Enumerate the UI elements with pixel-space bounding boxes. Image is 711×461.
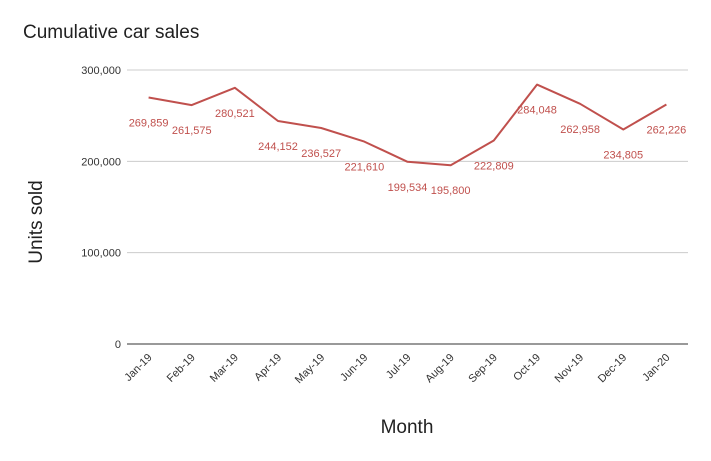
x-tick-label: Aug-19 [423, 352, 457, 386]
series-line [148, 83, 667, 167]
data-label: 262,958 [560, 124, 600, 136]
data-label: 284,048 [517, 105, 557, 117]
x-tick-label: Jul-19 [384, 352, 414, 382]
y-axis-title: Units sold [26, 180, 47, 263]
gridlines [127, 69, 688, 345]
x-tick-label: Mar-19 [208, 352, 241, 385]
chart-title: Cumulative car sales [23, 22, 200, 43]
data-label: 221,610 [344, 162, 384, 174]
data-label: 236,527 [301, 148, 341, 160]
data-label: 261,575 [172, 125, 212, 137]
x-tick-label: Oct-19 [511, 352, 543, 384]
x-axis-ticks: Jan-19 Feb-19 Mar-19 Apr-19 May-19 Jun-19 Jul-… [122, 352, 672, 386]
y-tick-label: 300,000 [81, 65, 121, 77]
data-label: 234,805 [603, 150, 643, 162]
x-tick-label: Jan-20 [640, 352, 672, 384]
data-label: 199,534 [388, 182, 428, 194]
series-line-path [148, 83, 667, 167]
x-tick-label: May-19 [293, 352, 327, 386]
x-axis-title: Month [381, 417, 434, 438]
x-tick-label: Apr-19 [252, 352, 284, 384]
data-label: 244,152 [258, 141, 298, 153]
data-label: 269,859 [129, 118, 169, 130]
x-tick-label: Jan-19 [122, 352, 154, 384]
data-label: 222,809 [474, 161, 514, 173]
x-tick-label: Dec-19 [596, 352, 630, 386]
x-tick-label: Nov-19 [553, 352, 587, 386]
x-tick-label: Sep-19 [466, 352, 500, 386]
y-axis-ticks: 0 100,000 200,000 300,000 [81, 65, 121, 351]
data-label: 280,521 [215, 108, 255, 120]
data-label: 195,800 [431, 185, 471, 197]
y-tick-label: 200,000 [81, 156, 121, 168]
x-tick-label: Jun-19 [338, 352, 370, 384]
y-tick-label: 100,000 [81, 248, 121, 260]
x-tick-label: Feb-19 [165, 352, 198, 385]
y-tick-label: 0 [115, 339, 121, 351]
data-label: 262,226 [647, 125, 687, 137]
